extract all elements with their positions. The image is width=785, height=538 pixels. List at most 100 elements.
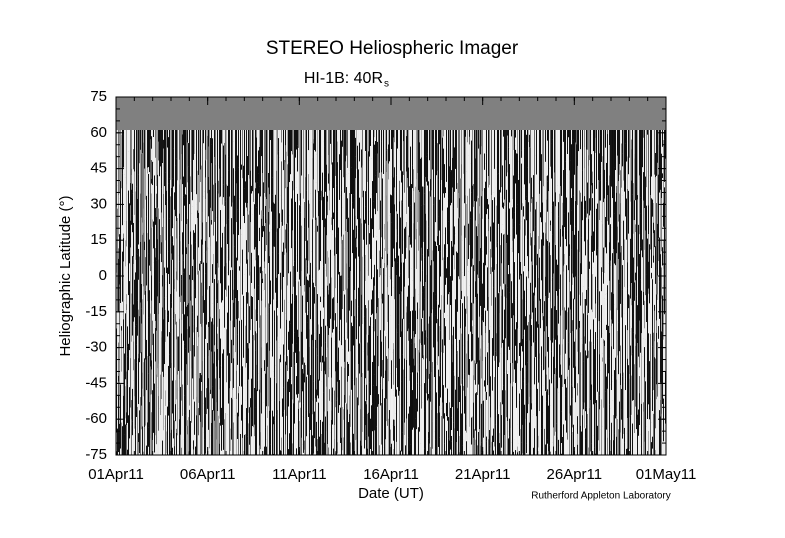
image-strip [211,251,212,322]
image-strip [297,276,298,296]
image-strip [490,404,491,418]
image-strip [323,392,324,455]
image-strip [148,194,149,254]
image-strip [566,246,567,266]
image-strip [139,221,140,257]
image-strip [254,424,255,437]
image-strip [299,205,300,274]
image-strip [396,211,397,230]
image-strip [361,130,362,150]
image-strip [437,236,438,246]
image-strip [342,240,343,310]
image-strip [427,201,428,250]
image-strip [147,167,148,174]
image-strip [280,362,281,370]
image-strip [125,418,126,425]
image-strip [601,399,602,455]
image-strip [477,195,478,237]
image-strip [318,130,319,191]
image-strip [472,130,473,186]
image-strip [634,154,635,159]
image-strip [543,412,544,455]
image-strip [130,407,131,455]
image-strip [368,151,369,225]
image-strip [445,430,446,455]
image-strip [164,186,165,228]
image-strip [563,424,564,455]
image-strip [240,229,241,264]
image-strip [266,315,267,344]
image-strip [572,398,573,428]
image-strip [522,338,523,352]
image-strip [601,257,602,268]
image-strip [649,244,650,304]
image-strip [564,307,565,380]
image-strip [318,398,319,403]
y-tick-label: -30 [85,339,107,356]
image-strip [414,337,415,344]
image-strip [659,318,660,362]
image-strip [213,410,214,455]
image-strip [288,331,289,350]
image-strip [429,443,430,455]
image-strip [327,347,328,412]
image-strip [659,410,660,455]
image-strip [586,289,587,306]
image-strip [263,272,264,291]
image-strip [496,411,497,417]
image-strip [608,185,609,225]
image-strip [484,130,485,154]
image-strip [376,313,377,387]
image-strip [265,373,266,428]
image-strip [563,230,564,266]
image-strip [147,356,148,423]
image-strip [206,414,207,455]
image-strip [493,428,494,442]
image-strip [533,268,534,293]
image-strip [232,269,233,301]
image-strip [218,360,219,416]
image-strip [358,364,359,406]
image-strip [179,184,180,214]
image-strip [209,392,210,449]
image-strip [571,313,572,385]
image-strip [154,130,155,176]
image-strip [569,357,570,366]
image-strip [451,241,452,282]
image-strip [499,219,500,293]
image-strip [123,238,124,249]
image-strip [150,271,151,308]
image-strip [287,381,288,443]
image-strip [118,311,119,343]
image-strip [543,186,544,233]
image-strip [437,170,438,177]
image-strip [137,406,138,455]
image-strip [208,322,209,328]
image-strip [193,130,194,160]
image-strip [499,313,500,327]
image-strip [484,380,485,387]
image-strip [633,313,634,333]
image-strip [157,296,158,369]
image-strip [593,435,594,453]
image-strip [524,184,525,220]
image-strip [219,378,220,390]
image-strip [653,159,654,204]
image-strip [238,235,239,302]
image-strip [432,309,433,363]
image-strip [464,225,465,277]
image-strip [334,341,335,391]
image-strip [383,242,384,269]
image-strip [169,178,170,219]
image-strip [554,435,555,455]
image-strip [425,386,426,394]
image-strip [528,271,529,279]
image-strip [341,366,342,438]
image-strip [334,390,335,426]
image-strip [151,275,152,301]
image-strip [401,291,402,332]
image-strip [194,401,195,435]
image-strip [611,319,612,327]
image-strip [437,318,438,342]
image-strip [461,290,462,299]
